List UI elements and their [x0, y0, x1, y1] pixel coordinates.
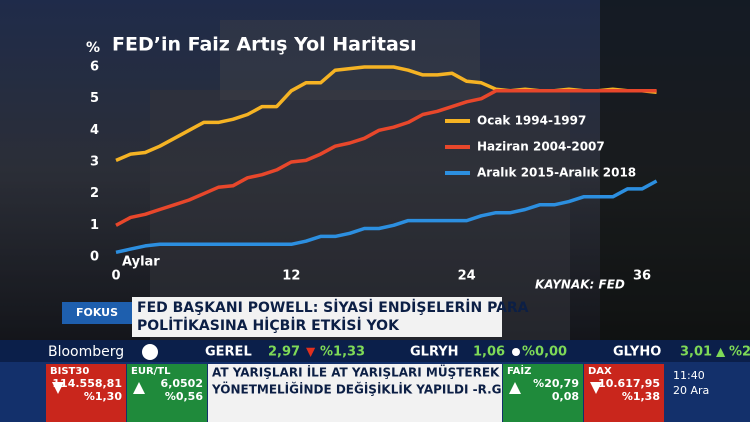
quote-value: %20,79	[533, 377, 579, 390]
quote-change: %1,38	[622, 390, 660, 403]
quote-symbol: EUR/TL	[131, 366, 171, 377]
y-tick-label: 4	[90, 123, 99, 138]
ticker-symbol: GEREL	[205, 345, 252, 360]
banner-tag-box	[62, 302, 132, 324]
x-tick-label: 24	[458, 269, 476, 284]
y-tick-label: 3	[90, 155, 99, 170]
legend-label: Haziran 2004-2007	[477, 140, 605, 154]
y-axis-label: %	[86, 40, 100, 56]
quote-change: 0,08	[552, 390, 579, 403]
building-top	[220, 20, 480, 100]
headline: FED BAŞKANI POWELL: SİYASİ ENDİŞELERİN P…	[137, 299, 529, 316]
quote-box	[46, 364, 126, 422]
y-tick-label: 2	[90, 186, 99, 201]
y-tick-label: 1	[90, 218, 99, 233]
up-icon: ▲	[716, 345, 726, 359]
y-tick-label: 0	[90, 250, 99, 265]
y-tick-label: 5	[90, 91, 99, 106]
quote-symbol: FAİZ	[507, 363, 531, 377]
neutral-icon	[512, 348, 520, 356]
ticker-symbol: GLYHO	[613, 345, 661, 360]
ticker-price: 2,97	[268, 345, 300, 360]
quote-box	[584, 364, 664, 422]
ticker-symbol: GLRYH	[410, 345, 459, 360]
overlay	[0, 0, 750, 340]
down-arrow	[52, 382, 64, 394]
series-line	[115, 89, 657, 227]
news-box	[208, 364, 502, 422]
quote-change: %1,30	[84, 390, 123, 403]
quote-symbol: BIST30	[50, 366, 89, 377]
x-tick-label: 12	[282, 269, 300, 284]
banner-tag: FOKUS	[76, 306, 118, 319]
x-axis-label: Aylar	[122, 255, 160, 270]
headline-box	[132, 297, 502, 337]
quote-value: 114.558,81	[52, 377, 122, 390]
news: YÖNETMELİĞİNDE DEĞİŞİKLİK YAPILDI -R.G.	[211, 382, 506, 397]
ticker-price: 1,06	[473, 345, 505, 360]
ticker-top-bar	[0, 340, 750, 362]
x-tick-label: 0	[111, 269, 120, 284]
news: AT YARIŞLARI İLE AT YARIŞLARI MÜŞTEREK B…	[212, 365, 570, 380]
up-arrow	[509, 382, 521, 394]
down-arrow	[590, 382, 602, 394]
headline: POLİTİKASINA HİÇBİR ETKİSİ YOK	[137, 317, 400, 334]
time: 11:40	[673, 369, 705, 382]
tree	[600, 0, 750, 340]
source: KAYNAK: FED	[535, 278, 625, 292]
ticker-change: %2	[729, 345, 750, 360]
ticker: Bloomberg GEREL 2,97 ▼ %1,33 GLRYH 1,06 …	[0, 340, 750, 422]
logo-badge	[142, 344, 158, 360]
ticker-change: %0,00	[522, 345, 567, 360]
down-icon: ▼	[306, 345, 316, 359]
ticker-price: 3,01	[680, 345, 712, 360]
quote-value: 6,0502	[161, 377, 203, 390]
quote-symbol: DAX	[588, 366, 612, 377]
quote-value: 10.617,95	[598, 377, 660, 390]
ticker-change: %1,33	[320, 345, 365, 360]
legend-label: Aralık 2015-Aralık 2018	[477, 166, 636, 180]
logo: Bloomberg	[48, 344, 124, 360]
date: 20 Ara	[673, 384, 709, 397]
chart-title: FED’in Faiz Artış Yol Haritası	[112, 34, 417, 56]
chart: FED’in Faiz Artış Yol Haritası % Aylar K…	[86, 34, 658, 292]
series-line	[115, 179, 658, 255]
banner: FOKUS FED BAŞKANI POWELL: SİYASİ ENDİŞEL…	[62, 297, 529, 337]
quote-change: %0,56	[165, 390, 204, 403]
x-tick-label: 36	[633, 269, 651, 284]
y-tick-label: 6	[90, 60, 99, 75]
up-arrow	[133, 382, 145, 394]
legend-label: Ocak 1994-1997	[477, 114, 586, 128]
